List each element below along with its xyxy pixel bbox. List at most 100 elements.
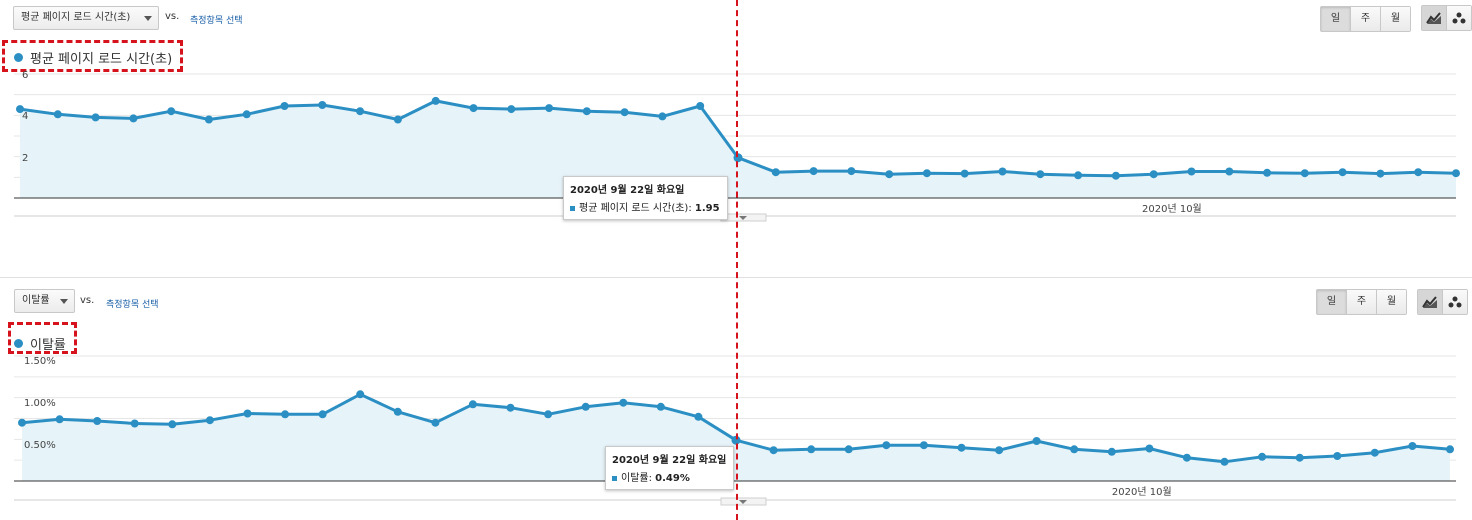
tooltip-date: 2020년 9월 22일 화요일 [612, 455, 727, 466]
data-point[interactable] [1111, 171, 1120, 180]
data-point[interactable] [885, 170, 894, 179]
legend-dot [14, 53, 23, 62]
period-day-button[interactable]: 일 [1321, 7, 1351, 31]
data-point[interactable] [1070, 445, 1079, 454]
compare-metric-link[interactable]: 측정항목 선택 [190, 16, 243, 26]
data-point[interactable] [168, 420, 177, 429]
chart-type-group [1417, 289, 1468, 315]
legend-bounce-rate: 이탈률 [14, 334, 66, 353]
compare-metric-link[interactable]: 측정항목 선택 [106, 300, 159, 310]
data-point[interactable] [469, 104, 478, 113]
data-point[interactable] [658, 112, 667, 121]
data-point[interactable] [656, 402, 665, 411]
data-point[interactable] [318, 410, 327, 419]
data-point[interactable] [205, 416, 214, 425]
data-point[interactable] [882, 441, 891, 450]
data-point[interactable] [809, 167, 818, 176]
data-point[interactable] [960, 169, 969, 178]
data-point[interactable] [356, 390, 365, 399]
motion-chart-icon[interactable] [1447, 6, 1471, 30]
highlight-box-legend-1 [2, 40, 183, 72]
data-point[interactable] [129, 114, 138, 123]
data-point[interactable] [53, 110, 62, 119]
data-point[interactable] [1263, 168, 1272, 177]
data-point[interactable] [16, 105, 24, 114]
data-point[interactable] [545, 104, 554, 113]
data-point[interactable] [1370, 448, 1379, 457]
y-tick-label: 6 [22, 70, 28, 81]
period-week-button[interactable]: 주 [1347, 290, 1377, 314]
data-point[interactable] [1408, 442, 1417, 450]
metric-select-label: 평균 페이지 로드 시간(초) [21, 12, 131, 23]
y-tick-label: 0.50% [24, 440, 56, 451]
data-point[interactable] [1182, 453, 1191, 462]
data-point[interactable] [93, 417, 102, 425]
data-point[interactable] [919, 441, 928, 450]
data-point[interactable] [431, 96, 440, 105]
data-point[interactable] [1145, 444, 1154, 453]
data-point[interactable] [1149, 170, 1158, 179]
data-point[interactable] [694, 412, 703, 421]
data-point[interactable] [769, 446, 778, 455]
period-month-button[interactable]: 월 [1377, 290, 1406, 314]
data-point[interactable] [1220, 457, 1229, 466]
data-point[interactable] [431, 418, 440, 427]
data-point[interactable] [1032, 437, 1041, 445]
data-point[interactable] [1376, 169, 1385, 178]
data-point-highlighted[interactable] [733, 153, 743, 163]
data-point[interactable] [1074, 171, 1083, 180]
data-point[interactable] [243, 409, 252, 418]
motion-chart-icon[interactable] [1443, 290, 1467, 314]
data-point[interactable] [18, 418, 26, 427]
period-week-button[interactable]: 주 [1351, 7, 1381, 31]
data-point[interactable] [1295, 453, 1304, 462]
data-point[interactable] [468, 400, 477, 409]
line-chart-icon[interactable] [1422, 6, 1447, 30]
data-point[interactable] [995, 446, 1004, 455]
data-point[interactable] [204, 115, 213, 124]
line-chart-icon[interactable] [1418, 290, 1443, 314]
data-point[interactable] [847, 167, 856, 176]
metric-select-page-load[interactable]: 평균 페이지 로드 시간(초) [13, 6, 159, 30]
period-month-button[interactable]: 월 [1381, 7, 1410, 31]
data-point[interactable] [957, 443, 966, 452]
data-point[interactable] [1300, 169, 1309, 178]
data-point[interactable] [167, 107, 176, 116]
data-point[interactable] [1107, 447, 1116, 456]
data-point[interactable] [281, 410, 290, 419]
data-point[interactable] [1036, 170, 1045, 179]
data-point[interactable] [1446, 445, 1454, 454]
metric-select-bounce-rate[interactable]: 이탈률 [14, 289, 75, 313]
data-point[interactable] [393, 115, 402, 124]
data-point[interactable] [581, 402, 590, 411]
data-point[interactable] [130, 419, 139, 428]
data-point[interactable] [1258, 452, 1267, 461]
data-point[interactable] [1187, 167, 1196, 176]
data-point[interactable] [771, 168, 780, 177]
data-point[interactable] [1225, 167, 1234, 176]
data-point[interactable] [619, 398, 628, 407]
data-point[interactable] [998, 167, 1007, 176]
data-point[interactable] [280, 102, 289, 110]
data-point[interactable] [844, 445, 853, 454]
data-point[interactable] [55, 415, 64, 424]
data-point[interactable] [1452, 169, 1460, 178]
data-point[interactable] [696, 102, 705, 110]
data-point[interactable] [1338, 168, 1347, 177]
data-point[interactable] [507, 105, 516, 114]
data-point[interactable] [582, 107, 591, 116]
data-point[interactable] [620, 108, 629, 117]
period-day-button[interactable]: 일 [1317, 290, 1347, 314]
data-point[interactable] [544, 410, 553, 419]
data-point[interactable] [356, 107, 365, 116]
data-point[interactable] [807, 445, 816, 454]
data-point[interactable] [1414, 168, 1423, 177]
data-point[interactable] [318, 101, 327, 109]
data-point[interactable] [91, 113, 100, 122]
vs-label: vs. [165, 11, 180, 22]
data-point[interactable] [242, 110, 251, 119]
data-point[interactable] [393, 407, 402, 416]
data-point[interactable] [922, 169, 931, 178]
data-point[interactable] [1333, 452, 1342, 460]
data-point[interactable] [506, 403, 515, 412]
